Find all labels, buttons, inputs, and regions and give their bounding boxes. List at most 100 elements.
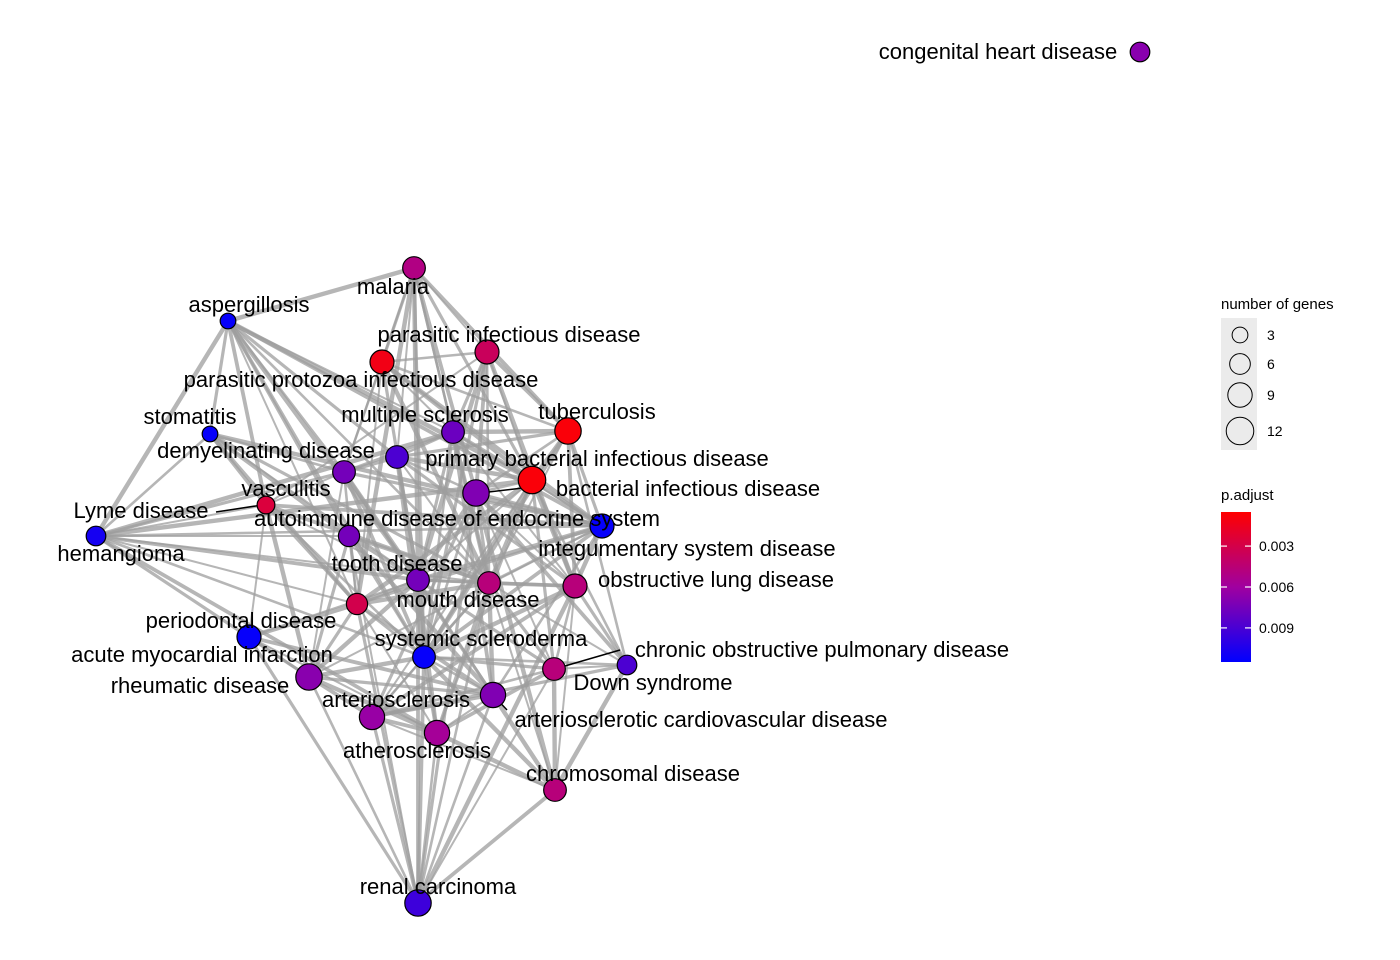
edge-obstructive-lung-disease--renal-carcinoma [415, 583, 578, 906]
color-legend-label-0.003: 0.003 [1259, 538, 1294, 554]
node-tuberculosis [554, 417, 582, 445]
node-systemic-scleroderma [412, 645, 436, 669]
edge-stomatitis--lyme-disease [94, 432, 212, 538]
edge-layer [93, 265, 630, 906]
edge-obstructive-lung-disease--chromosomal-disease [554, 585, 576, 791]
node-bacterial-infectious-disease [517, 465, 547, 495]
edge-lyme-disease--systemic-scleroderma [94, 534, 426, 659]
label-primary-bacterial-infectious-disease: primary bacterial infectious disease [425, 446, 769, 471]
leader-lyme-disease [215, 504, 263, 513]
node-multiple-sclerosis [441, 420, 465, 444]
edge-obstructive-lung-disease--down-syndrome [552, 584, 577, 671]
edge-aspergillosis--lyme-disease [93, 318, 231, 539]
edge-chronic-obstructive-pulmonary-disease--chromosomal-disease [552, 662, 630, 793]
edge-parasitic-infectious-disease--parasitic-protozoa-infectious-disease [380, 350, 489, 364]
label-tooth-disease: tooth disease [332, 551, 463, 576]
edge-parasitic-protozoa-infectious-disease--demyelinating-disease [342, 360, 384, 474]
label-systemic-scleroderma: systemic scleroderma [375, 626, 588, 651]
label-periodontal-disease: periodontal disease [146, 608, 337, 633]
edge-malaria--aspergillosis [225, 265, 417, 324]
edge-demyelinating-disease--systemic-scleroderma [342, 470, 426, 659]
node-malaria [402, 256, 426, 280]
label-layer: congenital heart disease malaria aspergill… [57, 39, 1117, 899]
edge-periodontal-disease--acute-myocardial-infarction [246, 601, 360, 640]
label-acute-myocardial-infarction: acute myocardial infarction [71, 642, 333, 667]
edge-integumentary-system-disease--chromosomal-disease [473, 490, 558, 793]
label-vasculitis: vasculitis [241, 476, 330, 501]
node-parasitic-infectious-disease [474, 339, 500, 365]
edge-autoimmune-disease-of-endocrine-system--integumentary-system-disease [474, 491, 604, 528]
node-primary-bacterial-infectious-disease [385, 445, 409, 469]
edge-arteriosclerosis--arteriosclerotic-cardiovascular-disease [370, 693, 495, 719]
label-stomatitis: stomatitis [144, 404, 237, 429]
label-renal-carcinoma: renal carcinoma [360, 874, 517, 899]
edge-arteriosclerosis--renal-carcinoma [416, 693, 495, 905]
size-legend-label-3: 3 [1267, 327, 1275, 343]
label-hemangioma: hemangioma [57, 541, 185, 566]
edge-integumentary-system-disease--tooth-disease [415, 490, 479, 583]
edge-aspergillosis--hemangioma [226, 319, 351, 538]
edge-acute-myocardial-infarction--arteriosclerosis [247, 635, 495, 697]
label-rheumatic-disease: rheumatic disease [111, 673, 290, 698]
edge-atherosclerosis--chromosomal-disease [434, 730, 558, 793]
edge-mouth-disease--obstructive-lung-disease [487, 581, 577, 588]
edge-bacterial-infectious-disease--obstructive-lung-disease [529, 477, 578, 589]
node-integumentary-system-disease [462, 479, 490, 507]
color-legend-label-0.009: 0.009 [1259, 620, 1294, 636]
label-parasitic-protozoa-infectious-disease: parasitic protozoa infectious disease [184, 367, 539, 392]
size-legend: number of genes 3 6 9 12 [1221, 296, 1334, 450]
node-congenital-heart-disease [1129, 41, 1151, 63]
label-congenital-heart-disease: congenital heart disease [879, 39, 1118, 64]
edge-tuberculosis--primary-bacterial-infectious-disease [395, 429, 570, 459]
edge-malaria--primary-bacterial-infectious-disease [396, 267, 415, 458]
edge-acute-myocardial-infarction--renal-carcinoma [247, 635, 420, 905]
size-legend-label-6: 6 [1267, 356, 1275, 372]
edge-malaria--bacterial-infectious-disease [412, 266, 534, 482]
edge-obstructive-lung-disease--chronic-obstructive-pulmonary-disease [573, 584, 629, 667]
edge-primary-bacterial-infectious-disease--integumentary-system-disease [395, 455, 478, 495]
edge-down-syndrome--chromosomal-disease [551, 666, 558, 793]
edge-bacterial-infectious-disease--systemic-scleroderma [422, 478, 534, 659]
node-vasculitis [256, 495, 276, 515]
label-demyelinating-disease: demyelinating disease [157, 438, 375, 463]
leader-chronic-obstructive-pulmonary-disease [557, 649, 621, 669]
node-atherosclerosis [423, 719, 451, 747]
edge-aspergillosis--primary-bacterial-infectious-disease [226, 319, 399, 459]
edge-integumentary-system-disease--chronic-obstructive-pulmonary-disease [474, 491, 629, 667]
edge-chronic-obstructive-pulmonary-disease--down-syndrome [553, 664, 628, 670]
node-autoimmune-disease-of-endocrine-system [589, 513, 615, 539]
edge-demyelinating-disease--rheumatic-disease [308, 471, 345, 678]
edge-arteriosclerotic-cardiovascular-disease--chromosomal-disease [371, 716, 556, 791]
edge-vasculitis--acute-myocardial-infarction [248, 504, 267, 638]
edge-rheumatic-disease--arteriosclerosis [307, 675, 495, 697]
edge-obstructive-lung-disease--systemic-scleroderma [421, 583, 578, 660]
size-legend-circle-6 [1229, 353, 1251, 375]
size-legend-circle-3 [1231, 326, 1249, 344]
label-chronic-obstructive-pulmonary-disease: chronic obstructive pulmonary disease [635, 637, 1009, 662]
edge-parasitic-protozoa-infectious-disease--tuberculosis [380, 360, 570, 433]
node-chronic-obstructive-pulmonary-disease [616, 654, 638, 676]
edge-tooth-disease--down-syndrome [416, 578, 556, 671]
edge-stomatitis--hemangioma [207, 431, 352, 539]
edge-systemic-scleroderma--chromosomal-disease [421, 654, 558, 793]
edge-hemangioma--systemic-scleroderma [347, 534, 426, 659]
edge-tuberculosis--integumentary-system-disease [474, 429, 570, 495]
edge-arteriosclerosis--chromosomal-disease [490, 692, 558, 793]
edge-systemic-scleroderma--chronic-obstructive-pulmonary-disease [422, 655, 629, 667]
edge-integumentary-system-disease--renal-carcinoma [416, 491, 478, 905]
node-demyelinating-disease [332, 460, 356, 484]
edge-stomatitis--demyelinating-disease [208, 432, 346, 474]
edge-mouth-disease--renal-carcinoma [416, 581, 491, 905]
edge-rheumatic-disease--renal-carcinoma [307, 675, 420, 905]
label-atherosclerosis: atherosclerosis [343, 738, 491, 763]
edge-aspergillosis--vasculitis [226, 319, 268, 507]
edge-vasculitis--periodontal-disease [264, 503, 359, 606]
label-bacterial-infectious-disease: bacterial infectious disease [556, 476, 820, 501]
size-legend-title: number of genes [1221, 296, 1334, 313]
edge-integumentary-system-disease--obstructive-lung-disease [475, 492, 576, 587]
color-legend: p.adjust 0.003 0.006 0.009 [1221, 487, 1294, 662]
label-multiple-sclerosis: multiple sclerosis [341, 402, 509, 427]
edge-down-syndrome--renal-carcinoma [417, 668, 555, 904]
edge-systemic-scleroderma--rheumatic-disease [306, 654, 427, 680]
